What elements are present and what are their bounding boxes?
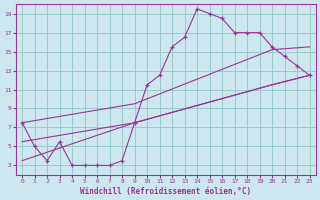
X-axis label: Windchill (Refroidissement éolien,°C): Windchill (Refroidissement éolien,°C) xyxy=(80,187,252,196)
